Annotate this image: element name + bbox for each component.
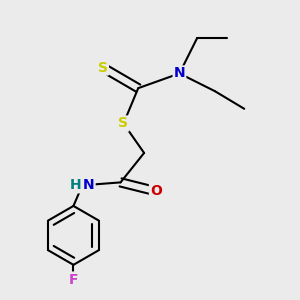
Text: N: N bbox=[83, 178, 94, 192]
Text: N: N bbox=[174, 66, 185, 80]
Text: S: S bbox=[98, 61, 108, 75]
Text: F: F bbox=[69, 273, 78, 286]
Text: H: H bbox=[70, 178, 82, 192]
Text: S: S bbox=[118, 116, 128, 130]
Text: O: O bbox=[150, 184, 162, 198]
